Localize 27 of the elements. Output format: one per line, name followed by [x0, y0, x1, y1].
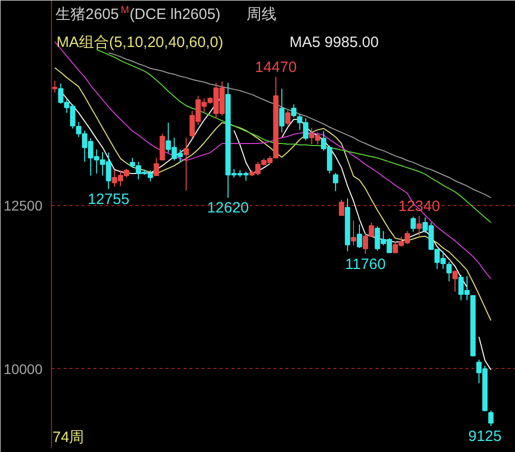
candlestick — [350, 220, 356, 246]
annotation: 11760 — [345, 256, 386, 273]
y-tick-label: 12500 — [4, 198, 43, 214]
annotation: 12755 — [88, 190, 130, 208]
candlestick — [154, 157, 159, 176]
annotation: 74周 — [52, 429, 84, 446]
candlestick — [488, 410, 494, 426]
candlestick — [446, 261, 452, 282]
annotation: 12620 — [207, 200, 249, 217]
candlestick — [285, 110, 290, 126]
candlestick — [452, 270, 458, 292]
candlestick — [356, 224, 362, 249]
candlestick — [291, 104, 296, 118]
annotation: 周线 — [246, 6, 277, 23]
candlestick — [410, 216, 416, 232]
annotation: MA5 9985.00 — [289, 34, 379, 51]
candlestick — [416, 216, 422, 236]
y-tick-label: 10000 — [4, 360, 43, 377]
candlestick — [279, 88, 284, 133]
candlestick — [332, 172, 338, 192]
candlestick — [338, 199, 344, 216]
candlestick — [52, 80, 58, 94]
text: MA组合(5,10,20,40,60,0) — [56, 34, 224, 51]
annotation: 9125 — [468, 428, 502, 445]
candlestick — [184, 137, 189, 192]
candlestick — [160, 133, 165, 161]
annotation: 14470 — [254, 58, 297, 76]
